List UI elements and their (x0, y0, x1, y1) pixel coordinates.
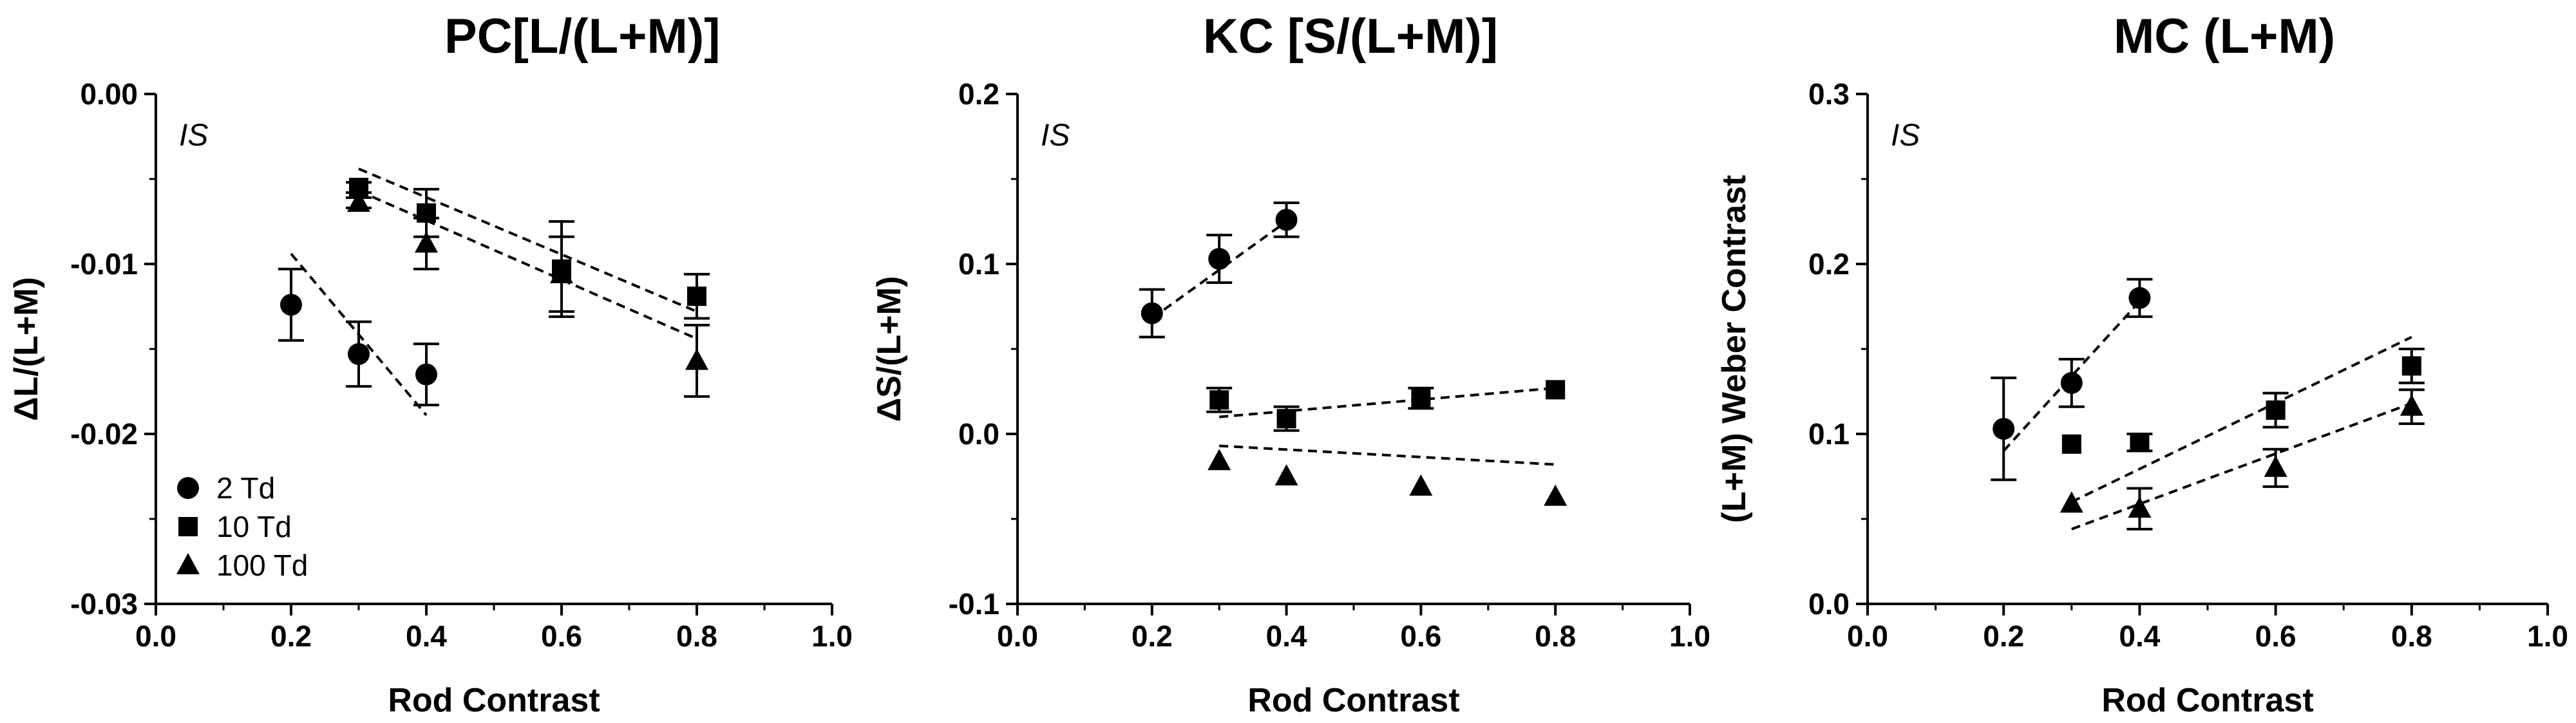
fit-line (358, 167, 697, 313)
x-tick-label: 1.0 (811, 619, 853, 653)
y-axis-label: ΔL/(L+M) (8, 277, 45, 421)
data-point-triangle (2060, 491, 2083, 513)
data-point-square (1546, 380, 1566, 400)
y-tick-label: 0.1 (1808, 417, 1850, 451)
data-point-circle (1141, 302, 1163, 324)
data-point-triangle (2128, 496, 2152, 518)
data-point-circle (415, 363, 437, 386)
annotation-label: IS (1041, 118, 1070, 153)
data-point-circle (348, 343, 370, 365)
data-point-triangle (550, 261, 573, 283)
data-point-triangle (415, 231, 438, 253)
data-point-triangle (1409, 474, 1433, 496)
legend-label: 100 Td (216, 549, 308, 582)
series-triangle (346, 189, 710, 398)
data-point-circle (1993, 418, 2015, 440)
series-triangle (1208, 444, 1567, 506)
x-tick-label: 0.8 (676, 619, 717, 653)
data-point-square (687, 286, 706, 306)
x-tick-label: 0.0 (135, 619, 176, 653)
series-square (346, 167, 710, 320)
data-point-triangle (1544, 484, 1567, 506)
chart-title: KC [S/(L+M)] (1203, 9, 1498, 64)
y-tick-label: -0.01 (70, 247, 138, 281)
x-tick-label: 1.0 (1669, 619, 1710, 653)
data-point-triangle (685, 348, 708, 370)
legend-marker-square (178, 517, 198, 536)
y-tick-label: 0.00 (80, 77, 138, 111)
legend-marker-triangle (176, 553, 200, 574)
data-point-triangle (2264, 455, 2287, 477)
data-point-triangle (2400, 394, 2423, 416)
x-tick-label: 0.4 (2119, 619, 2160, 653)
y-axis-label: ΔS/(L+M) (871, 276, 908, 422)
x-tick-label: 0.4 (1266, 619, 1307, 653)
data-point-square (2266, 400, 2286, 420)
y-tick-label: 0.0 (958, 417, 999, 451)
series-circle (278, 252, 439, 417)
legend: 2 Td 10 Td 100 Td (176, 471, 308, 582)
y-axis-label: (L+M) Weber Contrast (1716, 175, 1753, 523)
chart-panel-3: MC (L+M) 0.0 0.2 0.4 0.6 0.8 1.0 0.0 0.1 0.2 0.3 Ro… (1716, 9, 2568, 719)
data-point-circle (2128, 286, 2151, 309)
data-point-square (1209, 390, 1229, 410)
fit-line (1219, 386, 1556, 418)
chart-title: PC[L/(L+M)] (444, 9, 720, 64)
fit-line (358, 189, 697, 340)
chart-panel-2: KC [S/(L+M)]0.0 0.2 0.4 0.6 0.8 1.0-0.10.00.1… (871, 9, 1710, 719)
data-point-triangle (347, 190, 370, 212)
x-axis-label: Rod Contrast (2101, 682, 2313, 719)
data-point-square (1411, 388, 1431, 408)
legend-marker-circle (177, 477, 199, 499)
y-tick-label: -0.1 (949, 587, 999, 621)
data-point-square (2061, 434, 2081, 454)
y-tick-label: 0.0 (1808, 587, 1850, 621)
data-point-circle (280, 294, 302, 316)
fit-line (2071, 402, 2412, 531)
series-circle (1991, 277, 2153, 482)
data-point-circle (2060, 371, 2083, 394)
legend-label: 10 Td (216, 510, 292, 543)
fit-line (2070, 335, 2412, 503)
x-tick-label: 0.8 (1535, 619, 1576, 653)
x-tick-label: 0.0 (997, 619, 1038, 653)
series-triangle (2060, 388, 2425, 531)
y-tick-label: -0.03 (70, 587, 138, 621)
series-circle (1139, 201, 1300, 339)
x-tick-label: 1.0 (2527, 619, 2568, 653)
x-axis-label: Rod Contrast (1247, 682, 1459, 719)
y-tick-label: 0.2 (1808, 247, 1850, 281)
x-tick-label: 0.2 (270, 619, 312, 653)
data-point-triangle (1208, 449, 1231, 471)
series-square (2061, 335, 2425, 503)
x-tick-label: 0.6 (541, 619, 582, 653)
annotation-label: IS (1891, 118, 1920, 153)
data-point-circle (1275, 209, 1298, 231)
data-point-triangle (1274, 464, 1298, 485)
y-tick-label: 0.1 (958, 247, 999, 281)
fit-line (2002, 300, 2141, 452)
y-tick-label: -0.02 (70, 417, 138, 451)
y-tick-label: 0.2 (958, 77, 999, 111)
data-point-square (2130, 433, 2150, 453)
x-tick-label: 0.0 (1847, 619, 1888, 653)
x-tick-label: 0.4 (406, 619, 447, 653)
fit-line (1219, 444, 1556, 466)
x-tick-label: 0.2 (1132, 619, 1173, 653)
x-axis-label: Rod Contrast (388, 682, 600, 719)
x-tick-label: 0.6 (1400, 619, 1441, 653)
chart-title: MC (L+M) (2114, 9, 2335, 64)
x-tick-label: 0.8 (2391, 619, 2432, 653)
chart-panel-1: PC[L/(L+M)] 0.0 0.2 0.4 0.6 0.8 1.0 -0.03 -0.02 -… (8, 9, 853, 719)
data-point-circle (1208, 248, 1231, 270)
y-tick-label: 0.3 (1808, 77, 1850, 111)
data-point-square (2401, 356, 2421, 376)
legend-label: 2 Td (216, 471, 275, 505)
annotation-label: IS (179, 118, 208, 153)
data-point-square (1276, 409, 1296, 429)
x-tick-label: 0.2 (1983, 619, 2024, 653)
x-tick-label: 0.6 (2255, 619, 2297, 653)
series-square (1206, 380, 1566, 432)
